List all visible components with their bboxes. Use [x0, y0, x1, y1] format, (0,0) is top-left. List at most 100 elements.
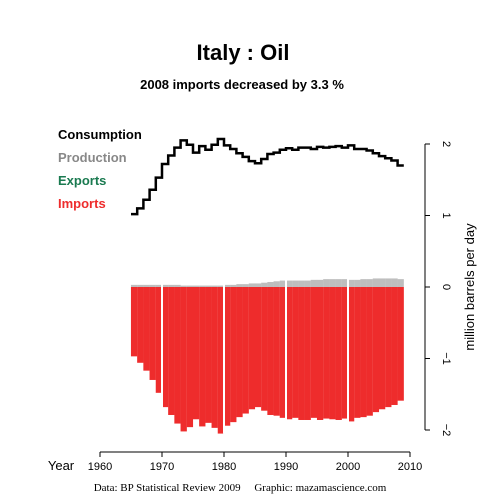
imports-bar-1988: [273, 287, 280, 416]
production-bar-2007: [391, 278, 398, 287]
production-bar-1977: [205, 285, 212, 287]
production-bar-1974: [186, 285, 194, 287]
production-bar-1968: [149, 284, 156, 287]
production-series: [130, 278, 404, 287]
legend-item-exports: Exports: [58, 173, 106, 188]
imports-bar-2003: [366, 287, 373, 416]
production-bar-2005: [378, 278, 386, 287]
production-bar-1996: [323, 279, 330, 287]
production-bar-1981: [230, 284, 237, 287]
production-bar-2000: [347, 279, 355, 287]
production-bar-2001: [354, 279, 361, 287]
production-bar-1999: [341, 279, 349, 287]
production-bar-1975: [192, 285, 200, 287]
imports-bar-1992: [298, 287, 305, 420]
chart-title: Italy : Oil: [197, 40, 290, 65]
y-tick-label--2: −2: [440, 424, 452, 437]
imports-bar-1980: [223, 287, 231, 426]
imports-bar-1969: [155, 287, 163, 393]
production-bar-1972: [174, 284, 181, 287]
production-bar-2006: [385, 278, 392, 287]
y-tick-label-2: 2: [440, 141, 452, 147]
production-bar-1979: [217, 285, 225, 287]
imports-bar-1967: [143, 287, 150, 371]
production-bar-2004: [372, 278, 380, 287]
decade-gridlines: [161, 276, 349, 434]
plot-area: [130, 137, 404, 434]
imports-bar-1991: [292, 287, 299, 418]
imports-bar-1979: [217, 287, 225, 434]
production-bar-1992: [298, 280, 305, 287]
production-bar-1988: [273, 281, 280, 287]
production-bar-1965: [130, 284, 138, 287]
imports-bar-1987: [267, 287, 274, 415]
imports-bar-1993: [304, 287, 311, 420]
imports-bar-1985: [254, 287, 262, 408]
x-tick-label-2000: 2000: [336, 461, 360, 473]
x-axis-title: Year: [48, 458, 75, 473]
imports-bar-2002: [360, 287, 367, 418]
x-axis: 1960 1970 1980 1990 2000 2010 Year: [48, 451, 422, 473]
legend: Consumption Production Exports Imports: [58, 127, 142, 211]
imports-bar-1982: [236, 287, 243, 418]
imports-bar-1994: [310, 287, 318, 418]
production-bar-2003: [366, 279, 373, 287]
production-bar-2008: [397, 279, 404, 287]
chart-subtitle: 2008 imports decreased by 3.3 %: [140, 77, 344, 92]
production-bar-1987: [267, 281, 274, 287]
imports-bar-2000: [347, 287, 355, 422]
production-bar-2002: [360, 279, 367, 287]
imports-bar-1996: [323, 287, 330, 419]
imports-bar-2006: [385, 287, 392, 408]
production-bar-1967: [143, 284, 150, 287]
imports-bar-1977: [205, 287, 212, 423]
production-bar-1971: [168, 284, 175, 287]
production-bar-1970: [161, 284, 169, 287]
production-bar-1998: [335, 279, 342, 287]
imports-bar-2008: [397, 287, 404, 401]
x-tick-label-1970: 1970: [150, 461, 174, 473]
imports-bar-2005: [378, 287, 386, 410]
production-bar-1984: [248, 283, 256, 287]
y-tick-label-1: 1: [440, 212, 452, 218]
imports-bar-1986: [261, 287, 268, 411]
imports-bar-1981: [230, 287, 237, 423]
production-bar-1980: [223, 284, 231, 287]
production-bar-1991: [292, 280, 299, 287]
imports-bar-1971: [168, 287, 175, 415]
production-bar-1976: [199, 285, 206, 287]
imports-bar-1998: [335, 287, 342, 420]
imports-bar-1966: [137, 287, 144, 363]
production-bar-1985: [254, 283, 262, 287]
imports-bar-1970: [161, 287, 169, 408]
production-bar-1966: [137, 284, 144, 287]
y-tick-label-0: 0: [440, 284, 452, 290]
production-bar-1983: [242, 284, 249, 287]
imports-bar-1997: [329, 287, 336, 420]
production-bar-1986: [261, 282, 268, 287]
imports-bar-1983: [242, 287, 249, 414]
legend-item-production: Production: [58, 150, 127, 165]
production-bar-1993: [304, 280, 311, 287]
imports-bar-2004: [372, 287, 380, 413]
credits: Data: BP Statistical Review 2009 Graphic…: [94, 482, 387, 494]
imports-bar-1984: [248, 287, 256, 410]
production-bar-1989: [279, 280, 287, 287]
x-tick-label-1990: 1990: [274, 461, 298, 473]
imports-bar-1968: [149, 287, 156, 380]
imports-series: [130, 287, 404, 434]
production-bar-1994: [310, 279, 318, 287]
production-bar-1982: [236, 284, 243, 287]
imports-bar-1972: [174, 287, 181, 424]
imports-bar-1976: [199, 287, 206, 427]
imports-bar-1978: [211, 287, 218, 428]
x-tick-label-2010: 2010: [398, 461, 422, 473]
y-axis: 2 1 0 −1 −2 million barrels per day: [424, 141, 477, 437]
production-bar-1990: [285, 280, 293, 287]
legend-item-consumption: Consumption: [58, 127, 142, 142]
y-axis-title: million barrels per day: [462, 223, 477, 351]
x-tick-label-1960: 1960: [88, 461, 112, 473]
imports-bar-1995: [316, 287, 324, 420]
imports-bar-2001: [354, 287, 361, 418]
